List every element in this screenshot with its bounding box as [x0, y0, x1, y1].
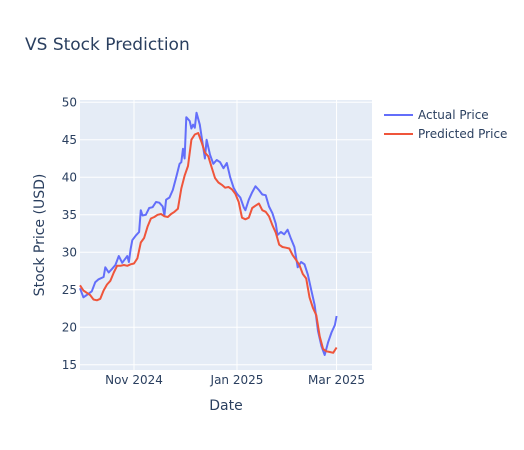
legend-label: Predicted Price — [418, 127, 507, 141]
legend-item-actual-price[interactable]: Actual Price — [384, 108, 489, 122]
legend-label: Actual Price — [418, 108, 489, 122]
y-tick-label: 50 — [62, 95, 77, 109]
y-tick-label: 35 — [62, 208, 77, 222]
y-tick-label: 25 — [62, 283, 77, 297]
x-tick-label: Nov 2024 — [105, 373, 163, 387]
legend[interactable]: Actual Price Predicted Price — [384, 108, 507, 141]
plot-area — [80, 100, 372, 370]
x-tick-label: Mar 2025 — [308, 373, 365, 387]
x-axis-ticks: Nov 2024 Jan 2025 Mar 2025 — [105, 373, 365, 387]
legend-item-predicted-price[interactable]: Predicted Price — [384, 127, 507, 141]
chart-title: VS Stock Prediction — [25, 35, 190, 55]
x-tick-label: Jan 2025 — [210, 373, 264, 387]
y-tick-label: 15 — [62, 358, 77, 372]
y-tick-label: 40 — [62, 170, 77, 184]
y-tick-label: 20 — [62, 320, 77, 334]
y-tick-label: 45 — [62, 133, 77, 147]
y-axis-title: Stock Price (USD) — [32, 174, 48, 297]
y-axis-ticks: 15 20 25 30 35 40 45 50 — [62, 95, 77, 372]
y-tick-label: 30 — [62, 245, 77, 259]
x-axis-title: Date — [209, 398, 242, 414]
